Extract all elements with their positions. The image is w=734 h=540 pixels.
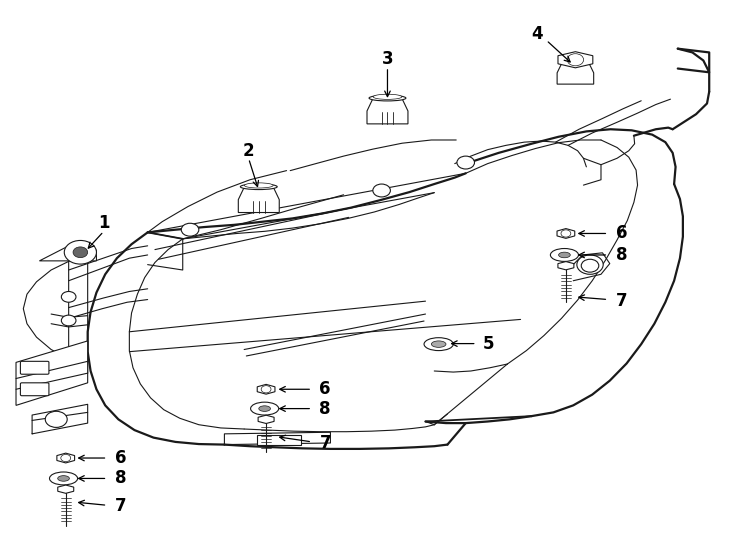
- Text: 7: 7: [319, 434, 331, 452]
- Ellipse shape: [250, 402, 279, 415]
- Circle shape: [61, 455, 70, 462]
- Polygon shape: [258, 415, 274, 423]
- Ellipse shape: [49, 472, 78, 485]
- Polygon shape: [558, 261, 574, 270]
- Text: 1: 1: [98, 214, 109, 232]
- Polygon shape: [58, 485, 73, 494]
- Circle shape: [62, 292, 76, 302]
- Circle shape: [581, 259, 599, 272]
- Circle shape: [577, 255, 603, 274]
- FancyBboxPatch shape: [21, 361, 49, 374]
- Circle shape: [65, 240, 96, 264]
- Polygon shape: [239, 187, 279, 213]
- Circle shape: [567, 53, 584, 66]
- Ellipse shape: [240, 184, 277, 190]
- Polygon shape: [557, 228, 575, 238]
- Polygon shape: [16, 341, 87, 406]
- Circle shape: [373, 184, 390, 197]
- Text: 8: 8: [616, 246, 627, 264]
- Text: 6: 6: [115, 449, 126, 467]
- FancyBboxPatch shape: [258, 435, 301, 444]
- Ellipse shape: [550, 248, 578, 261]
- Polygon shape: [557, 62, 594, 84]
- Ellipse shape: [244, 183, 273, 188]
- Text: 7: 7: [115, 497, 126, 515]
- Text: 4: 4: [531, 25, 542, 43]
- Circle shape: [62, 315, 76, 326]
- Ellipse shape: [559, 252, 570, 258]
- FancyBboxPatch shape: [21, 383, 49, 396]
- Circle shape: [73, 247, 87, 258]
- Ellipse shape: [432, 341, 446, 347]
- Text: 6: 6: [616, 225, 627, 242]
- Ellipse shape: [373, 94, 401, 99]
- Text: 3: 3: [382, 50, 393, 69]
- Polygon shape: [40, 245, 96, 261]
- Ellipse shape: [259, 406, 270, 411]
- Polygon shape: [57, 453, 75, 463]
- Circle shape: [46, 411, 68, 427]
- Ellipse shape: [58, 476, 70, 481]
- Text: 7: 7: [616, 292, 628, 309]
- Circle shape: [181, 223, 199, 236]
- Polygon shape: [257, 384, 275, 394]
- Text: 5: 5: [482, 335, 494, 353]
- Ellipse shape: [369, 95, 406, 101]
- Text: 6: 6: [319, 380, 331, 399]
- Polygon shape: [367, 98, 408, 124]
- Circle shape: [261, 386, 271, 393]
- Text: 2: 2: [243, 141, 255, 160]
- Ellipse shape: [424, 338, 454, 350]
- Text: 8: 8: [115, 469, 126, 488]
- Polygon shape: [558, 52, 593, 68]
- Text: 8: 8: [319, 400, 331, 417]
- Circle shape: [457, 156, 474, 169]
- Circle shape: [561, 230, 571, 237]
